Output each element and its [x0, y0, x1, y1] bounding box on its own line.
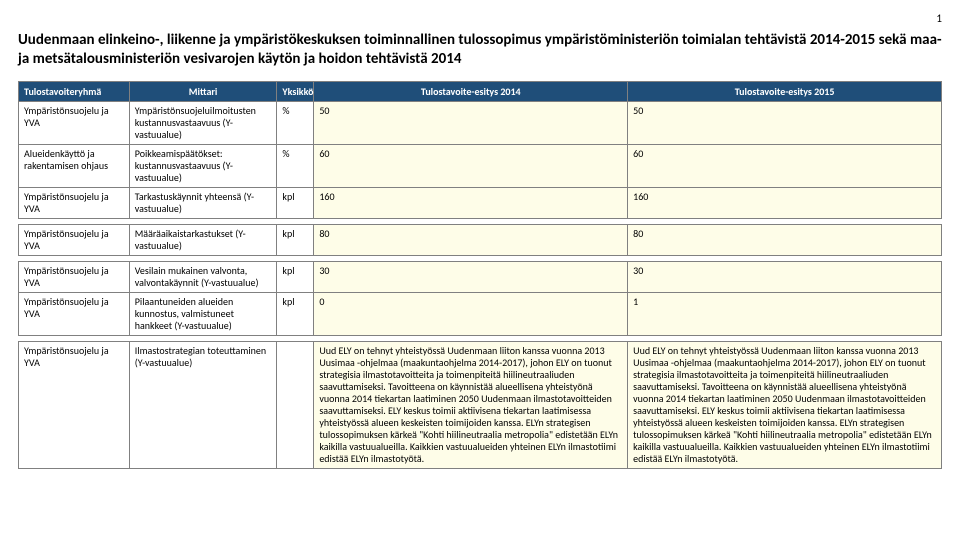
cell-indicator: Ympäristönsuojeluilmoitusten kustannusva… — [129, 101, 277, 144]
cell-group: Ympäristönsuojelu ja YVA — [19, 292, 130, 335]
col-target-2014: Tulostavoite-esitys 2014 — [314, 81, 628, 101]
cell-unit: % — [277, 144, 314, 187]
col-unit: Yksikkö — [277, 81, 314, 101]
cell-unit — [277, 341, 314, 468]
page-title: Uudenmaan elinkeino-, liikenne ja ympäri… — [18, 31, 942, 69]
col-group: Tulostavoiteryhmä — [19, 81, 130, 101]
cell-2015: 30 — [628, 261, 942, 292]
cell-2014: 80 — [314, 224, 628, 255]
cell-group: Ympäristönsuojelu ja YVA — [19, 261, 130, 292]
cell-2014: 160 — [314, 187, 628, 218]
cell-2015: 50 — [628, 101, 942, 144]
table-header-row: Tulostavoiteryhmä Mittari Yksikkö Tulost… — [19, 81, 942, 101]
cell-indicator: Ilmastostrategian toteuttaminen (Y-vastu… — [129, 341, 277, 468]
cell-indicator: Tarkastuskäynnit yhteensä (Y-vastuualue) — [129, 187, 277, 218]
cell-indicator: Poikkeamispäätökset: kustannusvastaavuus… — [129, 144, 277, 187]
table-row: Ympäristönsuojelu ja YVA Määräaikaistark… — [19, 224, 942, 255]
cell-2014: 30 — [314, 261, 628, 292]
cell-indicator: Määräaikaistarkastukset (Y-vastuualue) — [129, 224, 277, 255]
table-row: Alueidenkäyttö ja rakentamisen ohjaus Po… — [19, 144, 942, 187]
cell-group: Ympäristönsuojelu ja YVA — [19, 101, 130, 144]
cell-unit: kpl — [277, 292, 314, 335]
cell-group: Alueidenkäyttö ja rakentamisen ohjaus — [19, 144, 130, 187]
results-table: Tulostavoiteryhmä Mittari Yksikkö Tulost… — [18, 81, 942, 469]
cell-unit: kpl — [277, 224, 314, 255]
cell-2015: Uud ELY on tehnyt yhteistyössä Uudenmaan… — [628, 341, 942, 468]
page-number: 1 — [18, 12, 942, 25]
cell-group: Ympäristönsuojelu ja YVA — [19, 224, 130, 255]
cell-indicator: Vesilain mukainen valvonta, valvontakäyn… — [129, 261, 277, 292]
cell-group: Ympäristönsuojelu ja YVA — [19, 187, 130, 218]
table-row: Ympäristönsuojelu ja YVA Ilmastostrategi… — [19, 341, 942, 468]
cell-2015: 80 — [628, 224, 942, 255]
table-row: Ympäristönsuojelu ja YVA Vesilain mukain… — [19, 261, 942, 292]
cell-2015: 60 — [628, 144, 942, 187]
cell-2014: 50 — [314, 101, 628, 144]
table-row: Ympäristönsuojelu ja YVA Pilaantuneiden … — [19, 292, 942, 335]
cell-2014: 60 — [314, 144, 628, 187]
cell-unit: % — [277, 101, 314, 144]
cell-group: Ympäristönsuojelu ja YVA — [19, 341, 130, 468]
cell-unit: kpl — [277, 261, 314, 292]
cell-2014: Uud ELY on tehnyt yhteistyössä Uudenmaan… — [314, 341, 628, 468]
cell-unit: kpl — [277, 187, 314, 218]
cell-2014: 0 — [314, 292, 628, 335]
table-row: Ympäristönsuojelu ja YVA Tarkastuskäynni… — [19, 187, 942, 218]
table-row: Ympäristönsuojelu ja YVA Ympäristönsuoje… — [19, 101, 942, 144]
cell-indicator: Pilaantuneiden alueiden kunnostus, valmi… — [129, 292, 277, 335]
col-target-2015: Tulostavoite-esitys 2015 — [628, 81, 942, 101]
cell-2015: 1 — [628, 292, 942, 335]
cell-2015: 160 — [628, 187, 942, 218]
col-indicator: Mittari — [129, 81, 277, 101]
